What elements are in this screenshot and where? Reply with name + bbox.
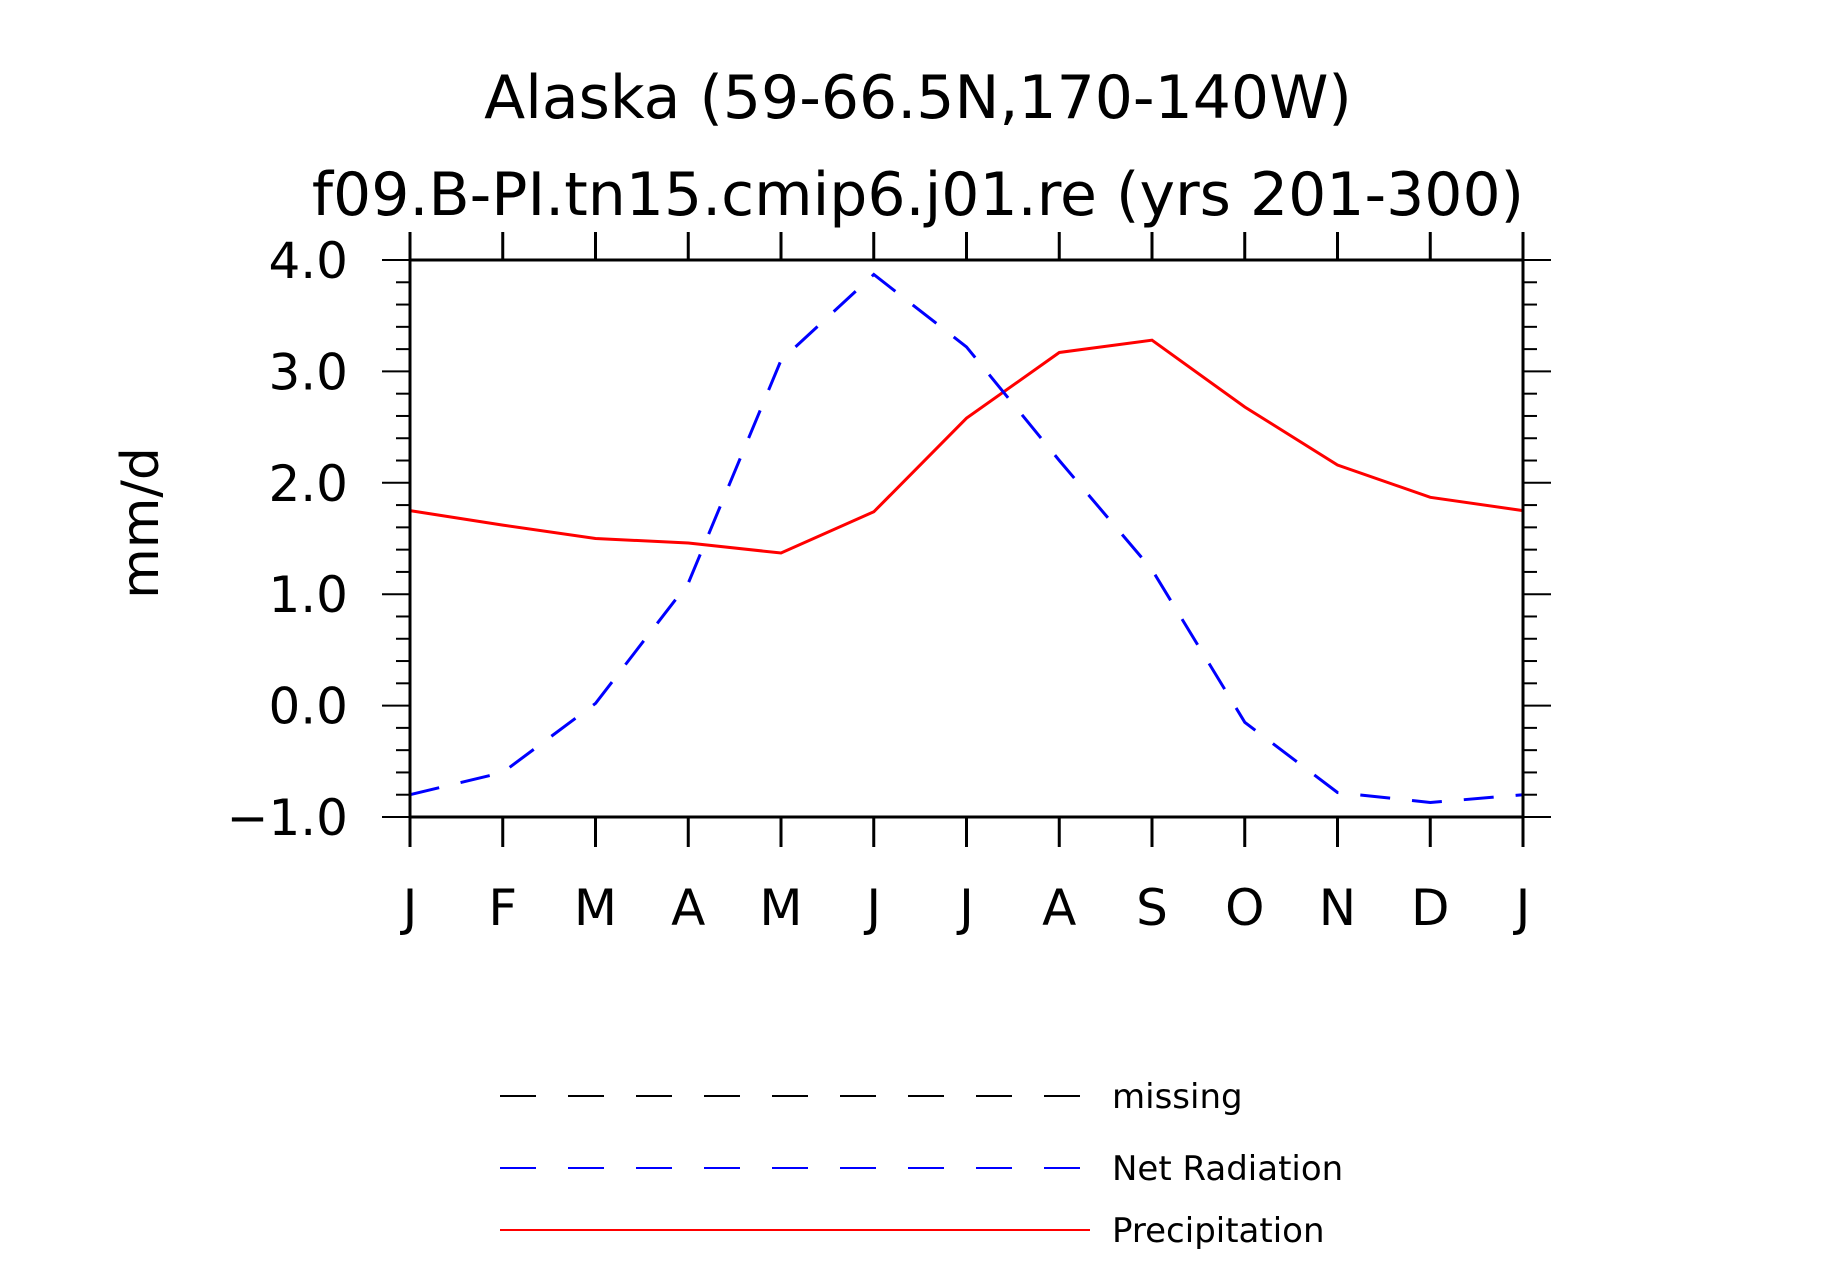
series-lines [409, 272, 1524, 805]
legend: missing Net Radiation Precipitation [500, 1077, 1343, 1251]
y-tick-label: 3.0 [268, 343, 348, 401]
y-tick-label: 2.0 [268, 455, 348, 513]
legend-label: missing [1112, 1077, 1243, 1117]
chart-subtitle: f09.B-PI.tn15.cmip6.j01.re (yrs 201-300) [312, 160, 1524, 230]
series-line-precipitation [409, 338, 1524, 555]
x-tick-label: J [863, 879, 881, 937]
x-tick-label: J [1513, 879, 1531, 937]
x-tick-label: A [671, 879, 705, 937]
x-tick-label: J [400, 879, 418, 937]
x-tick-label: M [759, 879, 802, 937]
plot-frame [408, 258, 1525, 819]
x-tick-label: O [1225, 879, 1264, 937]
y-tick-label: 1.0 [268, 566, 348, 624]
y-tick-label: 4.0 [268, 232, 348, 290]
legend-label: Precipitation [1112, 1211, 1325, 1251]
chart-title: Alaska (59-66.5N,170-140W) [484, 63, 1352, 133]
x-tick-label: D [1411, 879, 1450, 937]
series-line-net-radiation [409, 272, 1524, 805]
x-tick-label: M [574, 879, 617, 937]
axis-ticks [382, 232, 1551, 847]
x-tick-label: F [488, 879, 517, 937]
y-tick-label: 0.0 [268, 678, 348, 736]
y-tick-labels: −1.0 0.0 1.0 2.0 3.0 4.0 [227, 232, 348, 847]
x-tick-label: A [1042, 879, 1076, 937]
x-tick-label: S [1136, 879, 1168, 937]
x-tick-label: N [1319, 879, 1356, 937]
y-axis-label: mm/d [111, 447, 171, 599]
y-tick-label: −1.0 [227, 789, 348, 847]
legend-label: Net Radiation [1112, 1149, 1343, 1189]
x-tick-label: J [956, 879, 974, 937]
